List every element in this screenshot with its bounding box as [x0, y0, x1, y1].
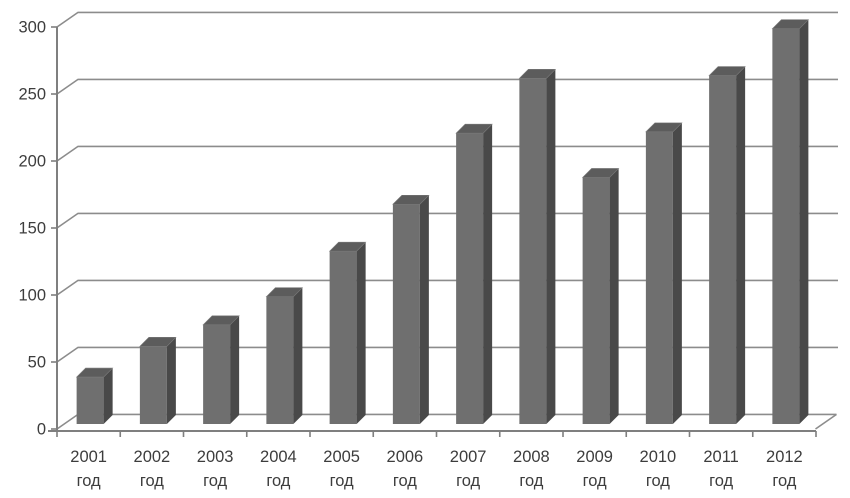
- y-tick-label-150: 150: [18, 220, 46, 238]
- y-tick-label-0: 0: [37, 421, 46, 439]
- bar-front-face: [456, 133, 484, 424]
- bar-top-face: [518, 68, 557, 79]
- bar-2010: [645, 122, 683, 424]
- x-tick-label-suffix-2004: год: [266, 472, 290, 490]
- x-tick-label-suffix-2001: год: [77, 472, 101, 490]
- bar-side-face: [166, 337, 176, 424]
- x-tick-label-year-2011: 2011: [703, 448, 738, 466]
- bar-2006: [392, 194, 430, 424]
- bar-top-face: [455, 123, 493, 134]
- floor-right-edge: [815, 413, 837, 430]
- x-tick-label-year-2001: 2001: [70, 448, 107, 466]
- bar-side-face: [546, 69, 556, 424]
- y-tick-label-300: 300: [18, 19, 46, 37]
- y-axis-labels: 0 50 100 150 200 250 300: [18, 19, 46, 439]
- bar-front-face: [582, 177, 610, 424]
- bar-front-face: [772, 28, 800, 424]
- bar-top-face: [328, 241, 367, 252]
- x-tick-label-year-2007: 2007: [450, 448, 487, 466]
- x-tick-label-year-2006: 2006: [387, 448, 424, 466]
- bar-front-face: [139, 346, 167, 424]
- bar-side-face: [609, 168, 619, 424]
- bar-2007: [455, 123, 493, 424]
- x-tick-label-year-2003: 2003: [197, 448, 234, 466]
- bar-front-face: [266, 296, 294, 424]
- bar-2003: [202, 315, 240, 424]
- gridline-300: [56, 11, 838, 28]
- bar-side-face: [736, 66, 746, 424]
- bars: [75, 19, 810, 424]
- bar-front-face: [203, 324, 231, 424]
- y-tick-label-50: 50: [28, 354, 46, 372]
- bar-top-face: [139, 336, 177, 347]
- x-tick-label-suffix-2012: год: [772, 472, 796, 490]
- bar-2005: [328, 241, 367, 424]
- x-tick-label-suffix-2009: год: [583, 472, 607, 490]
- bar-top-face: [202, 315, 240, 326]
- x-tick-label-year-2005: 2005: [323, 448, 360, 466]
- y-tick-label-200: 200: [18, 153, 46, 171]
- x-tick-label-suffix-2005: год: [330, 472, 354, 490]
- bar-side-face: [799, 19, 809, 424]
- bar-top-face: [645, 122, 683, 133]
- bar-2008: [518, 68, 557, 424]
- bar-side-face: [419, 195, 429, 424]
- bar-side-face: [672, 122, 682, 424]
- y-tick-label-250: 250: [18, 86, 46, 104]
- x-tick-label-suffix-2007: год: [456, 472, 480, 490]
- bar-top-face: [708, 66, 746, 76]
- bar-2012: [771, 19, 810, 424]
- x-tick-label-suffix-2003: год: [203, 472, 227, 490]
- bar-front-face: [519, 78, 547, 424]
- x-tick-label-year-2010: 2010: [640, 448, 677, 466]
- x-tick-label-suffix-2006: год: [393, 472, 417, 490]
- bar-top-face: [581, 168, 620, 178]
- x-tick-label-suffix-2011: год: [709, 472, 733, 490]
- bar-top-face: [771, 19, 810, 29]
- bar-side-face: [483, 124, 493, 424]
- x-tick-label-year-2004: 2004: [260, 448, 297, 466]
- bar-side-face: [293, 287, 303, 424]
- bar-side-face: [356, 242, 366, 424]
- bar-front-face: [709, 75, 737, 424]
- gridline-250: [56, 78, 838, 95]
- bar-front-face: [392, 204, 420, 424]
- bar-2001: [75, 367, 114, 424]
- gridlines: [51, 11, 838, 430]
- axes: [48, 27, 817, 437]
- bar-2009: [581, 168, 620, 424]
- x-tick-label-year-2012: 2012: [766, 448, 803, 466]
- bar-top-face: [392, 194, 430, 205]
- x-tick-label-year-2008: 2008: [513, 448, 550, 466]
- bar-front-face: [329, 251, 357, 424]
- bar-front-face: [76, 377, 104, 424]
- bar-2011: [708, 66, 746, 424]
- bar-top-face: [75, 367, 114, 378]
- bar-2002: [139, 336, 177, 424]
- gridline-200: [56, 145, 838, 162]
- x-tick-label-suffix-2010: год: [646, 472, 670, 490]
- bar-side-face: [230, 315, 240, 424]
- bar-front-face: [645, 131, 673, 424]
- bar-2004: [265, 287, 304, 424]
- x-tick-label-year-2009: 2009: [576, 448, 613, 466]
- x-tick-label-suffix-2008: год: [519, 472, 543, 490]
- x-tick-label-suffix-2002: год: [140, 472, 164, 490]
- x-tick-label-year-2002: 2002: [134, 448, 171, 466]
- bar-top-face: [265, 287, 304, 297]
- bar-side-face: [103, 368, 113, 424]
- y-tick-label-100: 100: [18, 287, 46, 305]
- x-axis-labels: 2001 год 2002 год 2003 год 2004 год 2005 год 2006 г…: [70, 448, 802, 490]
